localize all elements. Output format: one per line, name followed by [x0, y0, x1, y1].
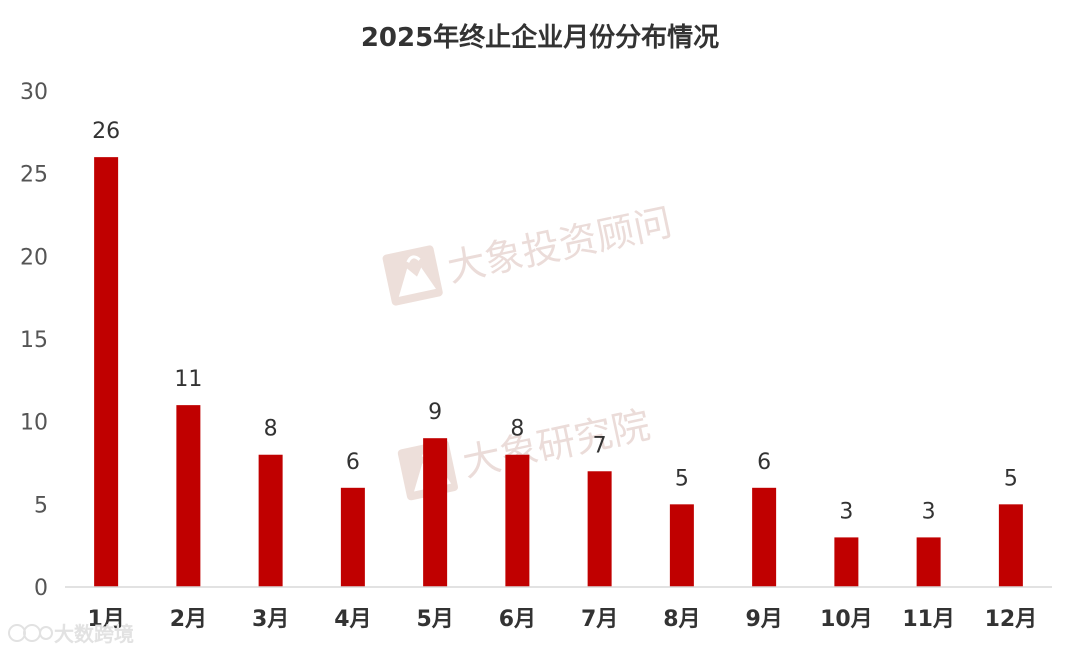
x-tick-label: 9月: [745, 607, 782, 632]
dashuju-logo-icon: [8, 624, 53, 642]
y-axis: 0 5 10 15 20 25 30: [20, 80, 48, 601]
x-tick-label: 11月: [902, 607, 955, 632]
bar: [834, 537, 859, 587]
data-label: 11: [174, 367, 202, 392]
x-tick-label: 7月: [581, 607, 618, 632]
y-tick-label: 30: [20, 80, 48, 105]
elephant-logo-icon: [382, 245, 443, 306]
data-label: 3: [839, 499, 853, 524]
y-tick-label: 0: [34, 576, 48, 601]
y-tick-label: 25: [20, 163, 48, 188]
data-label: 8: [264, 417, 278, 442]
y-tick-label: 10: [20, 411, 48, 436]
x-tick-label: 12月: [985, 607, 1038, 632]
watermark-primary-text: 大象投资顾问: [444, 200, 676, 290]
bar: [176, 405, 201, 587]
x-axis: 1月 2月 3月 4月 5月 6月 7月 8月 9月 10月 11月 12月: [87, 607, 1037, 632]
data-label: 26: [92, 119, 120, 144]
x-tick-label: 10月: [820, 607, 873, 632]
bar: [340, 487, 365, 587]
data-label: 8: [510, 417, 524, 442]
bars: [94, 157, 1023, 587]
x-tick-label: 4月: [334, 607, 371, 632]
y-tick-label: 15: [20, 328, 48, 353]
data-label: 9: [428, 400, 442, 425]
y-tick-label: 20: [20, 245, 48, 270]
data-label: 7: [593, 433, 607, 458]
data-label: 5: [1004, 466, 1018, 491]
x-tick-label: 1月: [87, 607, 124, 632]
x-tick-label: 5月: [416, 607, 453, 632]
chart-title: 2025年终止企业月份分布情况: [361, 22, 719, 53]
bar: [505, 454, 530, 587]
bar: [587, 471, 612, 587]
data-label: 6: [346, 450, 360, 475]
bar: [669, 504, 694, 587]
bar: [752, 487, 777, 587]
watermark-secondary-text: 大象研究院: [459, 403, 654, 486]
corner-watermark: 大数跨境: [8, 622, 134, 646]
bar: [998, 504, 1023, 587]
watermark-primary: 大象投资顾问: [382, 200, 676, 306]
bar: [94, 157, 119, 587]
x-tick-label: 2月: [170, 607, 207, 632]
data-label: 5: [675, 466, 689, 491]
data-labels: 26 11 8 6 9 8 7 5 6 3 3 5: [92, 119, 1018, 524]
bar: [423, 438, 448, 587]
y-tick-label: 5: [34, 493, 48, 518]
corner-watermark-text: 大数跨境: [54, 622, 134, 646]
x-tick-label: 8月: [663, 607, 700, 632]
data-label: 6: [757, 450, 771, 475]
bar: [916, 537, 941, 587]
data-label: 3: [922, 499, 936, 524]
x-tick-label: 3月: [252, 607, 289, 632]
bar: [258, 454, 283, 587]
x-tick-label: 6月: [499, 607, 536, 632]
